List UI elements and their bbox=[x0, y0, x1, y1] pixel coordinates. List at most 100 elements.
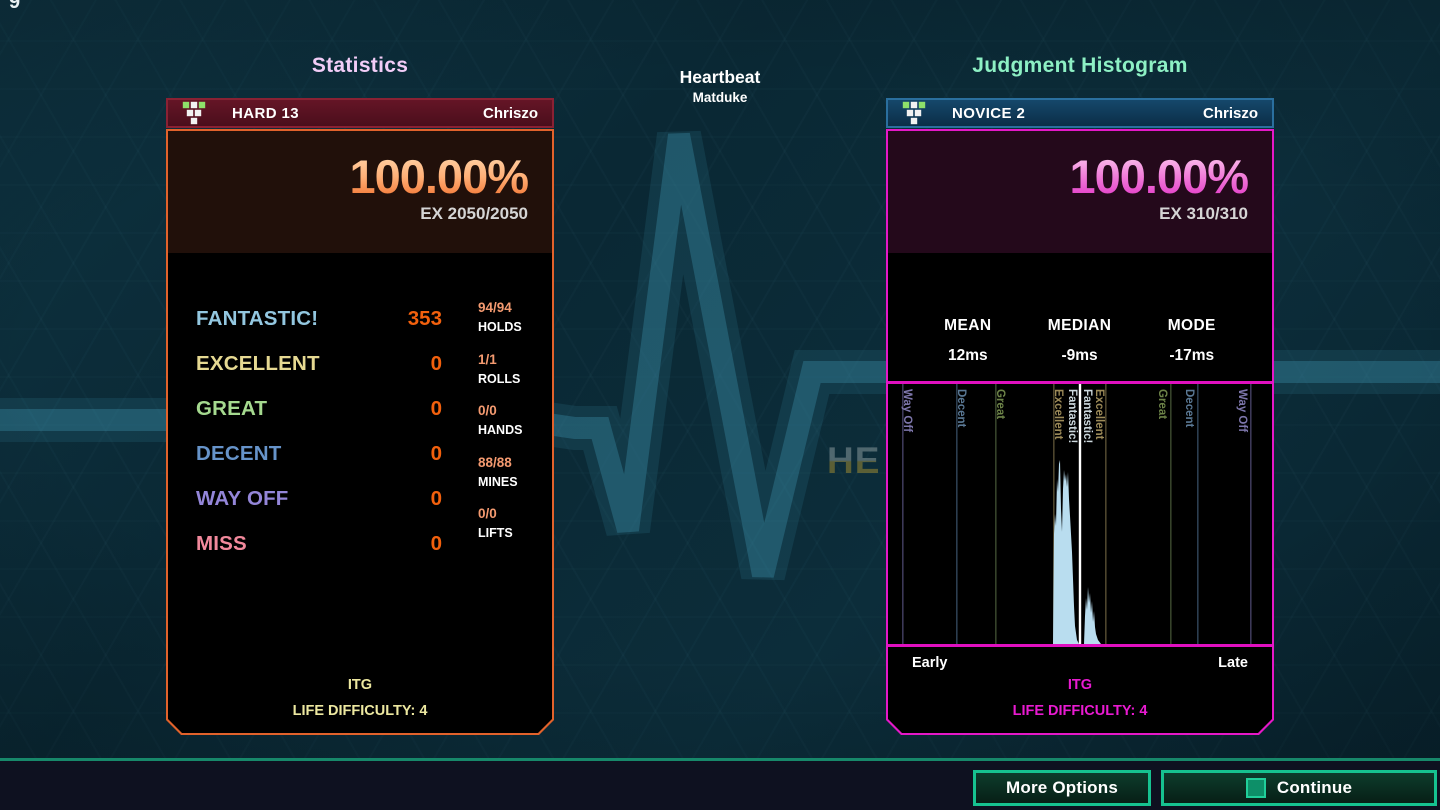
judgment-row: WAY OFF 0 bbox=[196, 476, 442, 521]
judgment-count: 353 bbox=[407, 306, 442, 330]
judgment-count: 0 bbox=[430, 351, 442, 375]
timing-window-label: Great bbox=[1156, 389, 1168, 419]
judgment-count: 0 bbox=[430, 486, 442, 510]
judgment-name: DECENT bbox=[196, 441, 282, 465]
histogram-bars bbox=[1084, 587, 1101, 644]
timing-stat: MEDIAN -9ms bbox=[1048, 317, 1112, 365]
timing-window-label: Way Off bbox=[901, 389, 913, 432]
judgment-name: MISS bbox=[196, 531, 247, 555]
radar-value: 0/0 bbox=[478, 403, 497, 418]
footer-bar: More Options Continue bbox=[0, 758, 1440, 810]
judgment-name: GREAT bbox=[196, 396, 268, 420]
judgment-count: 0 bbox=[430, 441, 442, 465]
center-zero-line bbox=[1079, 384, 1081, 644]
timing-window-line bbox=[1053, 384, 1055, 644]
judgment-histogram-title: Judgment Histogram bbox=[972, 54, 1188, 77]
early-label: Early bbox=[912, 655, 948, 671]
timing-window-label: Fantastic! bbox=[1081, 389, 1093, 443]
timing-window-label: Great bbox=[994, 389, 1006, 419]
judgment-count: 0 bbox=[430, 531, 442, 555]
radar-label: HANDS bbox=[478, 423, 523, 437]
judgment-histogram-plot: Way Off Decent Great Excellent Fantastic! Fan… bbox=[888, 384, 1272, 644]
song-artist: Matduke bbox=[692, 90, 748, 105]
timing-window-line bbox=[1170, 384, 1172, 644]
score-percent: 100.00% bbox=[349, 150, 528, 203]
radar-item: 94/94 HOLDS bbox=[478, 298, 552, 350]
judgment-count: 0 bbox=[430, 396, 442, 420]
timing-window-label: Way Off bbox=[1236, 389, 1248, 432]
life-difficulty-label: LIFE DIFFICULTY: 4 bbox=[292, 703, 428, 719]
radar-value: 0/0 bbox=[478, 506, 497, 521]
right-difficulty-label: NOVICE 2 bbox=[952, 104, 1026, 122]
more-options-button[interactable]: More Options bbox=[973, 770, 1151, 806]
statistics-title: Statistics bbox=[311, 54, 409, 77]
statistics-panel: 100.00% EX 2050/2050 FANTASTIC! 353 EXCELL… bbox=[166, 129, 554, 735]
game-mode-label: ITG bbox=[347, 677, 373, 693]
left-difficulty-label: HARD 13 bbox=[232, 104, 299, 122]
score-zone bbox=[168, 131, 552, 253]
life-difficulty-label: LIFE DIFFICULTY: 4 bbox=[1012, 703, 1148, 719]
radar-item: 0/0 LIFTS bbox=[478, 504, 552, 556]
song-title: Heartbeat bbox=[679, 67, 761, 87]
timing-window-line bbox=[995, 384, 997, 644]
continue-button[interactable]: Continue bbox=[1161, 770, 1437, 806]
green-square-icon bbox=[1245, 778, 1266, 798]
histogram-bars bbox=[1053, 460, 1079, 644]
judgment-row: MISS 0 bbox=[196, 521, 442, 566]
judgment-row: GREAT 0 bbox=[196, 386, 442, 431]
judgment-row: EXCELLENT 0 bbox=[196, 341, 442, 386]
song-info: Heartbeat Matduke bbox=[620, 67, 820, 105]
corner-digit: 9 bbox=[9, 0, 21, 13]
radar-list: 94/94 HOLDS 1/1 ROLLS 0/0 HANDS 88/88 MINES 0/0 L… bbox=[478, 298, 552, 556]
left-chart-header: HARD 13 Chriszo bbox=[166, 98, 554, 128]
timing-window-label: Decent bbox=[955, 389, 967, 428]
continue-label: Continue bbox=[1276, 778, 1353, 797]
timing-stat-label: MEDIAN bbox=[1047, 317, 1112, 334]
background-banner-text: HE bbox=[827, 440, 881, 481]
early-late-axis: Early Late bbox=[888, 655, 1272, 671]
right-player-name: Chriszo bbox=[1202, 104, 1258, 122]
radar-label: MINES bbox=[478, 474, 518, 489]
radar-value: 94/94 bbox=[478, 300, 512, 315]
pad-steps-icon bbox=[182, 101, 206, 125]
timing-stat-value: -9ms bbox=[1061, 347, 1098, 364]
histogram-panel: 100.00% EX 310/310 MEAN 12ms MEDIAN -9ms MOD… bbox=[886, 129, 1274, 735]
timing-window-line bbox=[1105, 384, 1107, 644]
radar-label: LIFTS bbox=[478, 526, 513, 540]
timing-stat: MODE -17ms bbox=[1168, 317, 1216, 365]
timing-window-label: Fantastic! bbox=[1066, 389, 1078, 443]
ex-score: EX 310/310 bbox=[1159, 204, 1248, 223]
radar-label: ROLLS bbox=[478, 371, 521, 386]
judgment-list: FANTASTIC! 353 EXCELLENT 0 GREAT 0 DECENT 0 WAY … bbox=[196, 296, 442, 566]
timing-window-label: Excellent bbox=[1052, 389, 1064, 440]
timing-stats: MEAN 12ms MEDIAN -9ms MODE -17ms bbox=[888, 317, 1272, 365]
radar-value: 88/88 bbox=[478, 454, 512, 470]
radar-value: 1/1 bbox=[478, 351, 497, 367]
more-options-label: More Options bbox=[1006, 778, 1118, 797]
timing-stat-label: MODE bbox=[1167, 317, 1216, 334]
ex-score: EX 2050/2050 bbox=[420, 204, 528, 223]
timing-stat-value: 12ms bbox=[947, 347, 988, 364]
judgment-name: WAY OFF bbox=[196, 486, 289, 510]
radar-item: 88/88 MINES bbox=[478, 453, 552, 505]
right-chart-header: NOVICE 2 Chriszo bbox=[886, 98, 1274, 128]
radar-item: 1/1 ROLLS bbox=[478, 350, 552, 402]
score-zone bbox=[888, 131, 1272, 253]
timing-stat-value: -17ms bbox=[1169, 347, 1215, 364]
judgment-row: FANTASTIC! 353 bbox=[196, 296, 442, 341]
timing-window-line bbox=[956, 384, 958, 644]
judgment-name: FANTASTIC! bbox=[196, 306, 319, 330]
timing-stat-label: MEAN bbox=[944, 317, 992, 334]
game-mode-label: ITG bbox=[1067, 677, 1093, 693]
timing-window-line bbox=[1250, 384, 1252, 644]
timing-window-label: Excellent bbox=[1093, 389, 1105, 440]
histogram-bottom-rule bbox=[888, 644, 1272, 647]
score-percent: 100.00% bbox=[1069, 150, 1248, 203]
left-player-name: Chriszo bbox=[482, 104, 538, 122]
timing-window-line bbox=[1197, 384, 1199, 644]
pad-steps-icon bbox=[902, 101, 926, 125]
radar-label: HOLDS bbox=[478, 320, 522, 334]
timing-window-line bbox=[902, 384, 904, 644]
histogram-top-rule bbox=[888, 381, 1272, 384]
